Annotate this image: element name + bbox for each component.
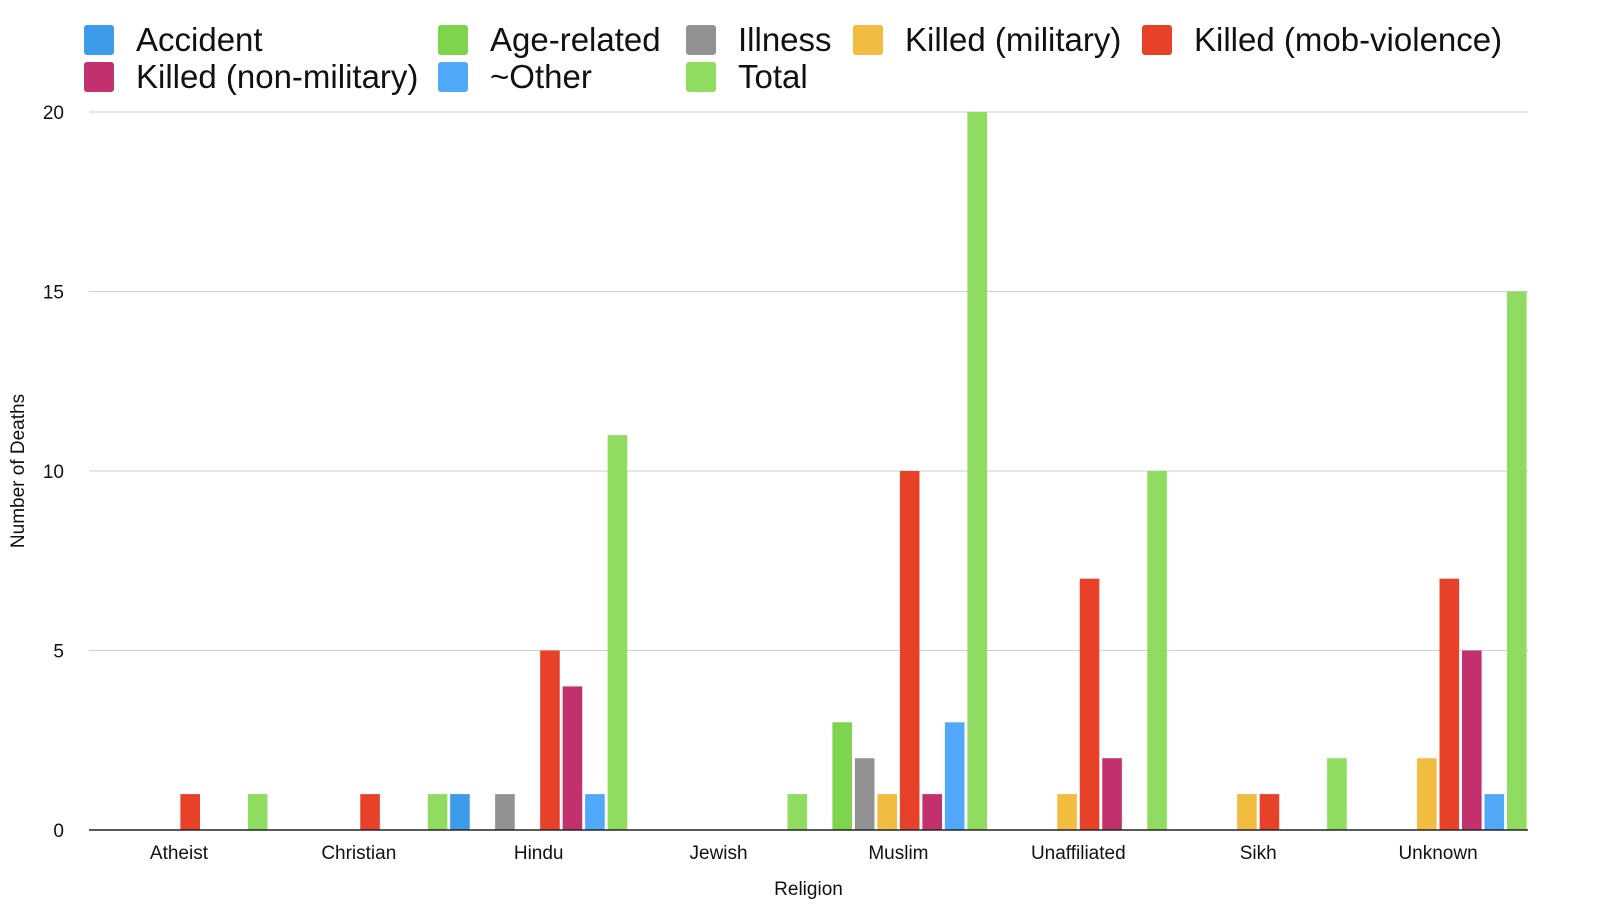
- bar: [180, 794, 200, 830]
- x-tick-label: Atheist: [150, 843, 209, 864]
- bar: [1439, 578, 1460, 830]
- y-tick-label: 5: [53, 642, 64, 663]
- bar: [944, 722, 965, 830]
- legend-label: ~Other: [490, 58, 592, 95]
- y-tick-label: 0: [53, 821, 64, 842]
- legend-item: Illness: [686, 21, 832, 58]
- bar: [450, 794, 470, 830]
- legend-item: ~Other: [438, 58, 592, 95]
- bar: [832, 722, 852, 830]
- bar: [540, 650, 560, 830]
- x-tick-label: Muslim: [868, 843, 928, 864]
- bar: [967, 112, 987, 830]
- legend-label: Total: [738, 58, 808, 95]
- x-tick-label: Unknown: [1398, 843, 1477, 864]
- bar: [360, 794, 380, 830]
- bar: [1484, 794, 1505, 830]
- bar: [922, 794, 942, 830]
- x-axis-title: Religion: [774, 879, 843, 900]
- legend-label: Age-related: [490, 21, 661, 58]
- bar: [877, 794, 897, 830]
- y-axis-ticks: 0 5 10 15 20: [43, 103, 64, 842]
- legend-item: Killed (mob-violence): [1142, 21, 1503, 58]
- bar: [607, 435, 628, 830]
- legend-item: Total: [686, 58, 808, 95]
- legend-item: Killed (non-military): [84, 58, 419, 95]
- legend-item: Accident: [84, 21, 263, 58]
- bar: [1417, 758, 1437, 830]
- bars: [180, 112, 1527, 830]
- bar: [1259, 794, 1280, 830]
- bar: [1079, 578, 1100, 830]
- bar: [1327, 758, 1347, 830]
- legend-swatch: [84, 62, 114, 92]
- x-tick-label: Unaffiliated: [1031, 843, 1126, 864]
- bar: [854, 758, 875, 830]
- bar: [1147, 471, 1167, 830]
- x-tick-label: Jewish: [690, 843, 748, 864]
- legend-swatch: [438, 62, 468, 92]
- bar: [1057, 794, 1077, 830]
- bar: [1462, 650, 1482, 830]
- bar: [562, 686, 583, 830]
- legend-label: Killed (military): [905, 21, 1122, 58]
- bar: [1237, 794, 1257, 830]
- x-tick-label: Sikh: [1240, 843, 1277, 864]
- gridlines: [89, 111, 1528, 651]
- x-tick-label: Hindu: [514, 843, 564, 864]
- bar: [427, 794, 448, 830]
- x-tick-label: Christian: [321, 843, 396, 864]
- bar: [1102, 758, 1122, 830]
- legend-label: Killed (mob-violence): [1194, 21, 1503, 58]
- legend-swatch: [438, 25, 468, 55]
- legend-swatch: [686, 62, 716, 92]
- legend-label: Illness: [738, 21, 832, 58]
- legend-item: Age-related: [438, 21, 661, 58]
- y-axis-title: Number of Deaths: [8, 394, 29, 548]
- legend-swatch: [686, 25, 716, 55]
- legend-label: Killed (non-military): [136, 58, 419, 95]
- bar: [1507, 291, 1527, 830]
- legend-swatch: [853, 25, 883, 55]
- legend-label: Accident: [136, 21, 263, 58]
- bar: [899, 471, 920, 830]
- legend-swatch: [1142, 25, 1172, 55]
- bar: [787, 794, 808, 830]
- legend-item: Killed (military): [853, 21, 1122, 58]
- y-tick-label: 10: [43, 462, 64, 483]
- bar: [585, 794, 605, 830]
- y-tick-label: 20: [43, 103, 64, 124]
- x-axis-ticks: Atheist Christian Hindu Jewish Muslim Unaffil…: [150, 843, 1478, 864]
- y-tick-label: 15: [43, 283, 64, 304]
- bar: [495, 794, 515, 830]
- legend-swatch: [84, 25, 114, 55]
- bar: [247, 794, 268, 830]
